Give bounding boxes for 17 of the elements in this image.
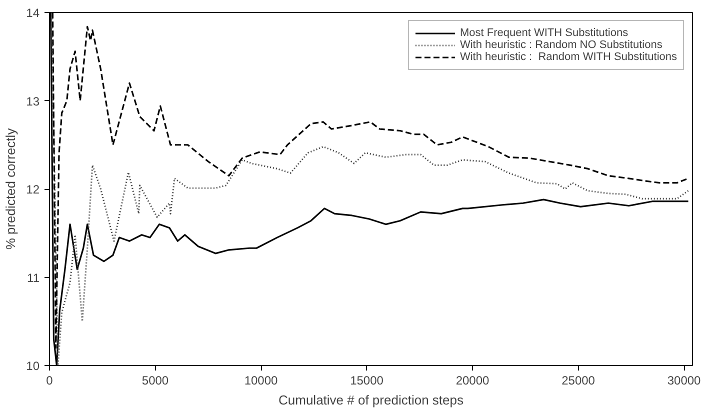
x-tick-label: 25000 bbox=[562, 374, 596, 388]
x-tick-label: 30000 bbox=[667, 374, 702, 388]
x-tick-label: 10000 bbox=[244, 374, 278, 388]
x-tick-label: 20000 bbox=[456, 374, 490, 388]
legend-label: Most Frequent WITH Substitutions bbox=[460, 27, 628, 39]
x-tick-label: 0 bbox=[46, 374, 54, 388]
x-tick-label: 15000 bbox=[350, 374, 384, 388]
y-axis-title: % predicted correctly bbox=[3, 128, 18, 250]
legend-label: With heuristic : Random NO Substitutions bbox=[460, 39, 662, 51]
y-tick-label: 12 bbox=[26, 182, 40, 196]
y-tick-label: 11 bbox=[27, 270, 40, 285]
x-tick-label: 5000 bbox=[142, 374, 169, 388]
x-axis-title: Cumulative # of prediction steps bbox=[278, 392, 464, 408]
legend-label: With heuristic : Random WITH Substitutions bbox=[460, 51, 677, 63]
y-tick-label: 10 bbox=[26, 359, 40, 373]
y-tick-label: 14 bbox=[26, 6, 40, 20]
y-tick-label: 13 bbox=[26, 94, 40, 108]
